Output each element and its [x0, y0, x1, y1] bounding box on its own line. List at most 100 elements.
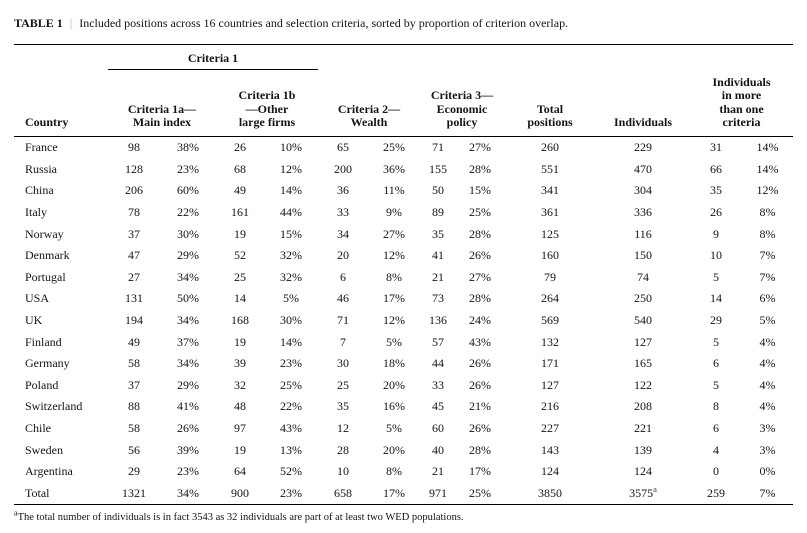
value-cell: 25%: [469, 485, 491, 500]
value-cell: 5%: [759, 313, 776, 328]
table-row: Denmark 47 29% 52 32% 20 12% 41 26% 160 150 10 7%: [14, 244, 793, 266]
table-row: Finland 49 37% 19 14% 7 5% 57 43% 132 127 5 4%: [14, 331, 793, 353]
value-cell: 143: [541, 442, 559, 457]
value-cell: 0: [713, 464, 719, 479]
column-header-row: Country Criteria 1a— Main index Criteria…: [14, 69, 793, 137]
value-cell: 25%: [280, 377, 302, 392]
value-cell: 8%: [386, 464, 402, 479]
value-cell: 150: [634, 248, 652, 263]
value-cell: 5%: [386, 421, 402, 436]
value-cell: 26: [234, 140, 246, 155]
country-cell: Chile: [25, 421, 51, 436]
value-cell: 8%: [386, 269, 402, 284]
value-cell: 50: [432, 183, 444, 198]
value-cell: 194: [125, 313, 143, 328]
country-cell: Denmark: [25, 248, 70, 263]
value-cell: 0%: [759, 464, 776, 479]
value-cell: 34: [337, 226, 349, 241]
value-cell: 7: [340, 334, 346, 349]
value-cell: 29: [710, 313, 722, 328]
value-cell: 161: [231, 205, 249, 220]
value-cell: 21%: [469, 399, 491, 414]
value-cell: 28%: [469, 161, 491, 176]
table-row: Chile 58 26% 97 43% 12 5% 60 26% 227 221 6 3%: [14, 417, 793, 439]
value-cell: 7%: [759, 248, 776, 263]
value-cell: 50%: [177, 291, 199, 306]
value-cell: 74: [637, 269, 649, 284]
column-header-criteria-1a: Criteria 1a— Main index: [108, 69, 216, 137]
footnote: aThe total number of individuals is in f…: [14, 509, 793, 524]
value-cell: 43%: [469, 334, 491, 349]
value-cell: 57: [432, 334, 444, 349]
value-cell: 341: [541, 183, 559, 198]
value-cell: 139: [634, 442, 652, 457]
value-cell: 259: [707, 485, 725, 500]
country-cell: UK: [25, 313, 43, 328]
value-cell: 26%: [469, 248, 491, 263]
value-cell: 43%: [280, 421, 302, 436]
value-cell: 25: [234, 269, 246, 284]
value-cell: 1321: [122, 485, 146, 500]
value-cell: 26%: [469, 377, 491, 392]
value-cell: 29%: [177, 248, 199, 263]
country-cell: Switzerland: [25, 399, 83, 414]
value-cell: 971: [429, 485, 447, 500]
value-cell: 10: [710, 248, 722, 263]
value-cell: 4%: [759, 356, 776, 371]
value-cell: 26%: [177, 421, 199, 436]
value-cell: 8%: [759, 226, 776, 241]
value-cell: 551: [541, 161, 559, 176]
value-cell: 19: [234, 334, 246, 349]
country-cell: Norway: [25, 226, 64, 241]
table-caption-text: Included positions across 16 countries a…: [79, 16, 569, 30]
value-cell: 336: [634, 205, 652, 220]
value-cell: 3850: [538, 485, 562, 500]
value-cell: 20%: [383, 442, 405, 457]
value-cell: 22%: [280, 399, 302, 414]
value-cell: 38%: [177, 140, 199, 155]
country-cell: Portugal: [25, 269, 66, 284]
table-row: Argentina 29 23% 64 52% 10 8% 21 17% 124 124 0 0%: [14, 460, 793, 482]
value-cell: 22%: [177, 205, 199, 220]
value-cell: 200: [334, 161, 352, 176]
value-cell: 6: [340, 269, 346, 284]
value-cell: 31: [710, 140, 722, 155]
table-caption-label: TABLE 1: [14, 16, 63, 30]
value-cell: 10: [337, 464, 349, 479]
value-cell: 264: [541, 291, 559, 306]
value-cell: 12%: [756, 183, 779, 198]
value-cell: 18%: [383, 356, 405, 371]
value-cell: 131: [125, 291, 143, 306]
value-cell: 260: [541, 140, 559, 155]
value-cell: 23%: [177, 161, 199, 176]
value-cell: 7%: [759, 485, 776, 500]
table-row: Germany 58 34% 39 23% 30 18% 44 26% 171 165 6 4%: [14, 352, 793, 374]
criteria-1-span-header: Criteria 1: [108, 44, 318, 70]
value-cell: 127: [634, 334, 652, 349]
value-cell: 52: [234, 248, 246, 263]
value-cell: 208: [634, 399, 652, 414]
table-row: Total 1321 34% 900 23% 658 17% 971 25% 3850 3575a 2…: [14, 482, 793, 504]
value-cell: 28%: [469, 442, 491, 457]
value-cell: 216: [541, 399, 559, 414]
value-cell: 14: [234, 291, 246, 306]
value-cell: 5: [713, 334, 719, 349]
value-cell: 37: [128, 226, 140, 241]
value-cell: 60: [432, 421, 444, 436]
value-cell: 12: [337, 421, 349, 436]
value-cell: 4%: [759, 334, 776, 349]
value-cell: 58: [128, 421, 140, 436]
value-cell: 41: [432, 248, 444, 263]
value-cell: 45: [432, 399, 444, 414]
value-cell: 71: [337, 313, 349, 328]
value-cell: 49: [234, 183, 246, 198]
value-cell: 49: [128, 334, 140, 349]
value-cell: 64: [234, 464, 246, 479]
value-cell: 37%: [177, 334, 199, 349]
value-cell: 6%: [759, 291, 776, 306]
value-cell: 33: [432, 377, 444, 392]
value-cell: 5: [713, 377, 719, 392]
country-cell: Poland: [25, 377, 59, 392]
value-cell: 165: [634, 356, 652, 371]
value-cell: 4%: [759, 399, 776, 414]
